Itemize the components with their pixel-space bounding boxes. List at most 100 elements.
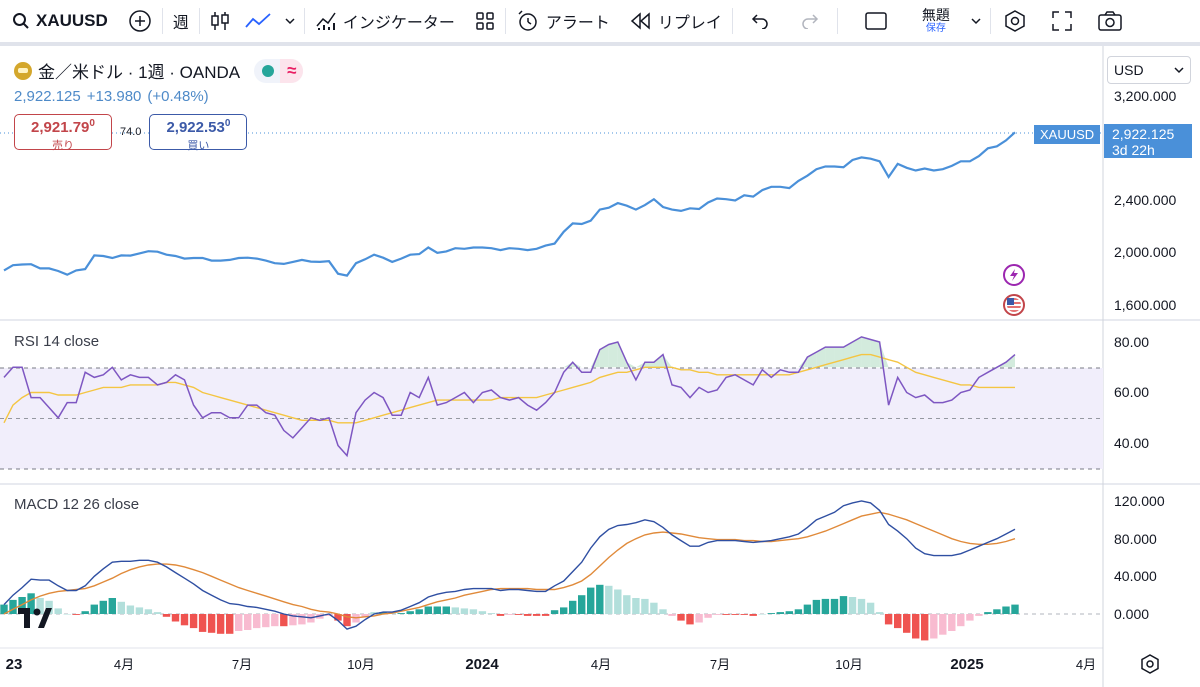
- market-status-pill[interactable]: ≈: [254, 58, 304, 83]
- symbol-legend[interactable]: 金／米ドル · 1週 · OANDA ≈: [14, 58, 304, 83]
- rewind-icon: [630, 12, 650, 30]
- rsi-overbought-fill: [798, 357, 808, 368]
- layout-name: 無題: [921, 6, 950, 23]
- rsi-overbought-fill: [843, 342, 853, 368]
- line-chart-button[interactable]: [240, 0, 276, 44]
- macd-histogram-bar: [695, 614, 703, 623]
- macd-histogram-bar: [587, 587, 595, 614]
- macd-histogram-bar: [45, 600, 53, 614]
- macd-histogram-bar: [957, 614, 965, 627]
- macd-histogram-bar: [253, 614, 261, 629]
- macd-histogram-bar: [289, 614, 297, 626]
- event-marker[interactable]: [1003, 264, 1025, 286]
- top-toolbar: XAUUSD 週 インジケーター アラート リプレイ 無題: [0, 0, 1200, 46]
- rsi-overbought-fill: [834, 347, 844, 368]
- macd-signal-line: [3, 511, 1016, 619]
- macd-axis-tick: 0.000: [1114, 606, 1149, 622]
- buy-price-fraction: 0: [224, 118, 231, 129]
- rsi-axis-tick: 40.00: [1114, 435, 1149, 451]
- wave-icon: ≈: [280, 58, 304, 83]
- currency-select[interactable]: USD: [1107, 56, 1191, 84]
- macd-histogram-bar: [875, 612, 884, 614]
- sell-label: 売り: [52, 140, 74, 152]
- macd-histogram-bar: [641, 598, 649, 614]
- macd-histogram-bar: [632, 598, 640, 614]
- macd-histogram-bar: [478, 611, 487, 614]
- save-label: 保存: [925, 23, 946, 35]
- tradingview-logo[interactable]: [18, 608, 52, 634]
- symbol-search-button[interactable]: XAUUSD: [0, 0, 118, 44]
- layout-name-button[interactable]: 無題 保存: [914, 0, 990, 44]
- indicators-label: インジケーター: [342, 15, 455, 32]
- alert-button[interactable]: アラート: [506, 0, 620, 44]
- macd-histogram-bar: [18, 597, 26, 614]
- hexagon-gear-icon: [1141, 654, 1159, 674]
- legend-title: 金／米ドル · 1週 · OANDA: [38, 63, 241, 82]
- macd-histogram-bar: [731, 614, 739, 615]
- rsi-axis-tick: 60.00: [1114, 384, 1149, 400]
- macd-legend-label[interactable]: MACD 12 26 close: [14, 496, 140, 513]
- compare-button[interactable]: [118, 0, 162, 44]
- sell-price: 2,921.79: [31, 119, 90, 136]
- candles-button[interactable]: [200, 0, 240, 44]
- sell-button[interactable]: 2,921.790 売り: [14, 114, 112, 152]
- chevron-down-icon: [285, 18, 295, 25]
- macd-histogram-bar: [803, 604, 812, 614]
- chart-canvas[interactable]: 3,200.000 2,400.000 2,000.000 1,600.000 80.0…: [0, 46, 1200, 687]
- macd-histogram-bar: [0, 604, 8, 614]
- settings-button[interactable]: [991, 0, 1039, 44]
- indicators-button[interactable]: インジケーター: [305, 0, 465, 44]
- macd-histogram-bar: [605, 585, 613, 615]
- macd-histogram-bar: [36, 598, 44, 614]
- macd-histogram-bar: [550, 610, 559, 614]
- price-axis-tick: 1,600.000: [1114, 297, 1176, 313]
- time-axis-settings-button[interactable]: [1140, 654, 1160, 679]
- currency-label: USD: [1114, 62, 1144, 78]
- redo-button[interactable]: [785, 0, 837, 44]
- economic-event-marker[interactable]: [1003, 294, 1025, 316]
- buy-button[interactable]: 2,922.530 買い: [149, 114, 248, 152]
- chart-type-dropdown[interactable]: [276, 0, 304, 44]
- candlestick-icon: [211, 12, 229, 30]
- price-axis-tick: 3,200.000: [1114, 88, 1176, 104]
- macd-histogram-bar: [81, 611, 89, 614]
- macd-histogram-bar: [713, 614, 721, 615]
- macd-histogram-bar: [235, 614, 243, 631]
- spread-value: 74.0: [120, 126, 142, 138]
- macd-histogram-bar: [884, 614, 893, 625]
- macd-histogram-bar: [9, 599, 17, 614]
- rsi-legend-label[interactable]: RSI 14 close: [14, 333, 100, 350]
- macd-histogram-bar: [560, 607, 568, 614]
- macd-histogram-bar: [135, 607, 144, 614]
- macd-histogram-bar: [650, 602, 658, 614]
- interval-button[interactable]: 週: [163, 0, 199, 44]
- toolbar-divider: [989, 8, 991, 34]
- time-axis-label: 2024: [465, 656, 499, 673]
- macd-histogram-bar: [785, 611, 793, 614]
- fullscreen-select-button[interactable]: [838, 0, 914, 44]
- macd-histogram-bar: [866, 602, 875, 614]
- macd-histogram-bar: [794, 609, 803, 614]
- fullscreen-button[interactable]: [1039, 0, 1085, 44]
- macd-axis-tick: 120.000: [1114, 493, 1165, 509]
- rsi-axis-tick: 80.00: [1114, 334, 1149, 350]
- layouts-button[interactable]: [465, 0, 505, 44]
- snapshot-button[interactable]: [1085, 0, 1135, 44]
- macd-histogram-bar: [966, 614, 974, 621]
- macd-histogram-bar: [704, 614, 712, 618]
- macd-histogram-bar: [514, 614, 523, 615]
- rsi-overbought-fill: [590, 349, 600, 368]
- macd-histogram-bar: [623, 595, 631, 614]
- replay-button[interactable]: リプレイ: [620, 0, 732, 44]
- macd-histogram-bar: [984, 612, 992, 614]
- macd-histogram-bar: [614, 589, 622, 614]
- toolbar-divider: [198, 8, 200, 34]
- macd-histogram-bar: [189, 614, 198, 629]
- rsi-overbought-fill: [572, 362, 582, 368]
- undo-button[interactable]: [733, 0, 785, 44]
- macd-axis-tick: 80.000: [1114, 531, 1157, 547]
- macd-histogram-bar: [812, 599, 821, 614]
- toolbar-divider: [504, 8, 506, 34]
- indicators-icon: [316, 12, 336, 30]
- time-axis-label: 10月: [347, 657, 374, 672]
